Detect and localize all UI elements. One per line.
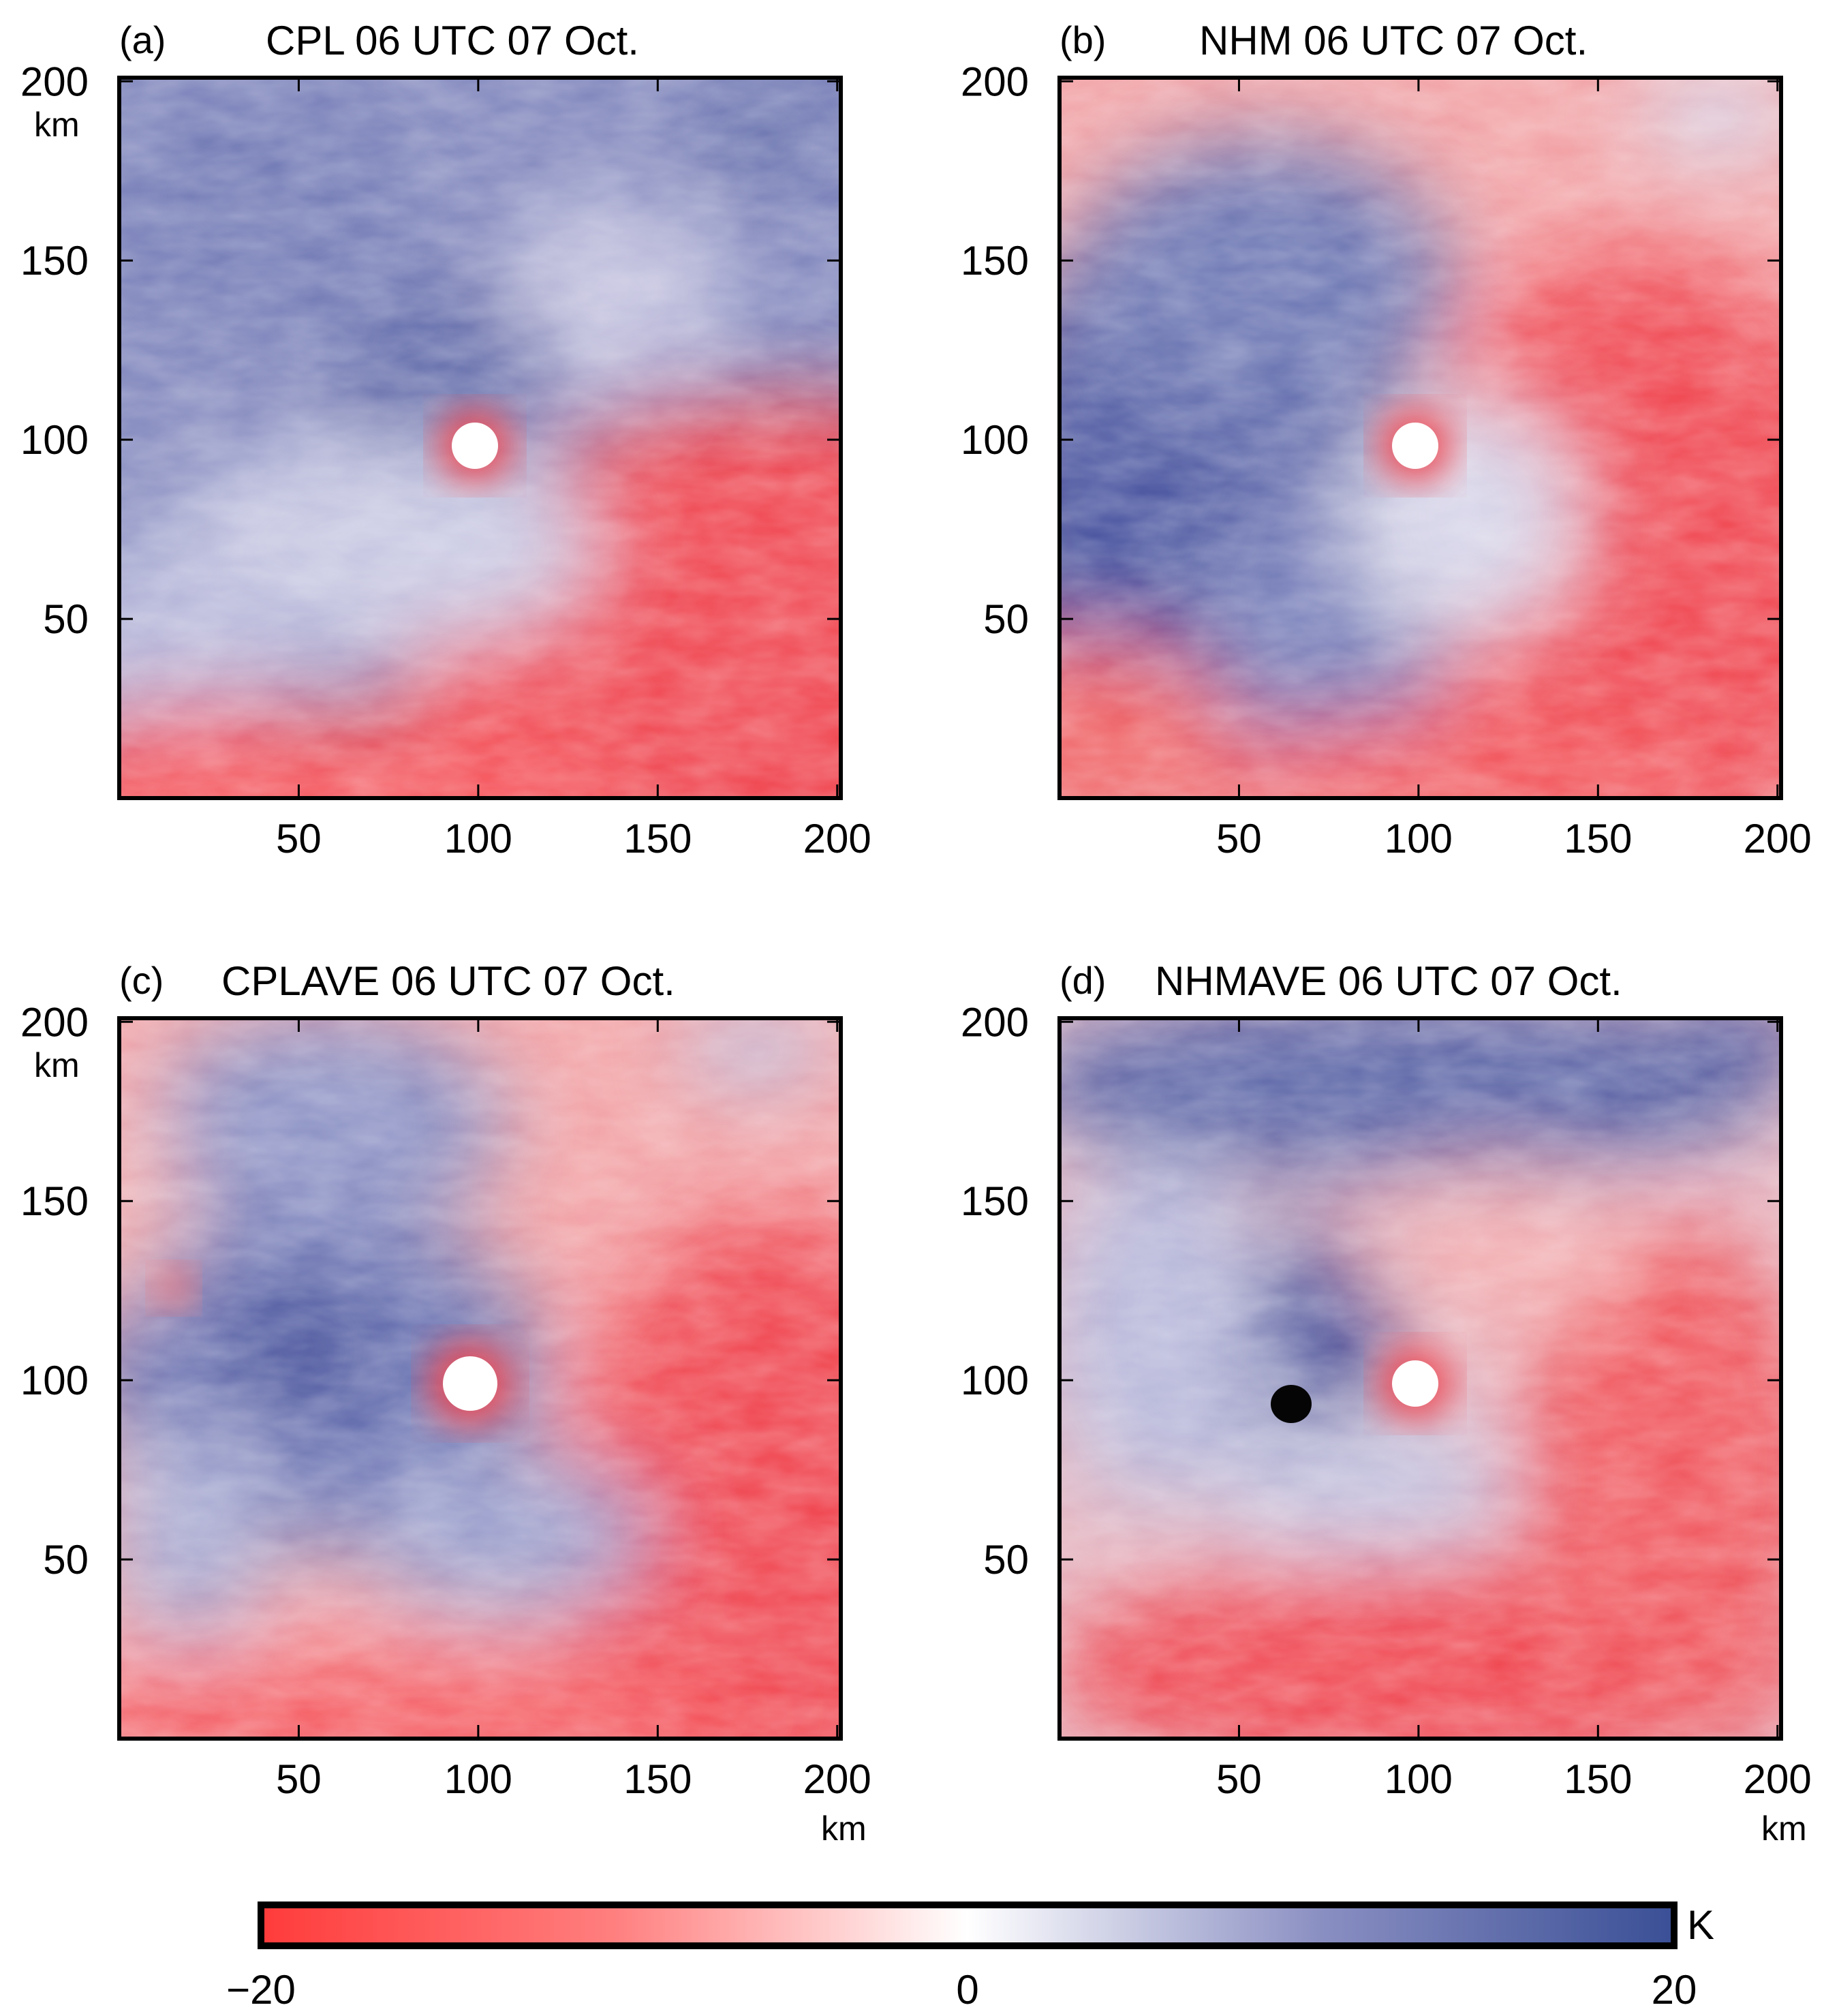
- panel-d-eye: [1378, 1347, 1452, 1420]
- colorbar-max-label: 20: [1652, 1967, 1697, 2013]
- panel-c-eye: [428, 1341, 512, 1426]
- panel-c-xtick-label: 100: [444, 1756, 512, 1802]
- panel-c-tag: (c): [119, 959, 164, 1002]
- panel-b-xtick-label: 150: [1564, 816, 1632, 861]
- panel-c-axes: 50 100 150 200 50 100 150 200: [20, 999, 871, 1802]
- panel-d-xtick-label: 100: [1385, 1756, 1453, 1802]
- panel-d-xtick-label: 150: [1564, 1756, 1632, 1802]
- panel-a-xtick-label: 50: [276, 816, 322, 861]
- colorbar-mid-label: 0: [956, 1967, 978, 2013]
- panel-a: 50 100 150 200 50 100 150 200 (a) CPL 06 UTC 07…: [20, 18, 871, 861]
- panel-d-field: [1060, 1018, 1781, 1739]
- panel-b-tag: (b): [1060, 18, 1106, 61]
- panel-d-tag: (d): [1060, 959, 1106, 1002]
- panel-d: 50 100 150 200 50 100 150 200 (d) NHMAVE 06 UTC…: [961, 958, 1812, 1848]
- panel-c-ytick-label: 50: [43, 1537, 89, 1583]
- panel-c-xlabel: km: [821, 1809, 867, 1848]
- panel-a-xtick-label: 150: [623, 816, 692, 861]
- panel-b-ytick-label: 50: [983, 596, 1029, 642]
- panel-c-frame: [117, 1016, 843, 1741]
- panel-a-ytick-label: 100: [20, 417, 89, 463]
- panel-d-frame: [1057, 1016, 1783, 1741]
- panel-b-title: NHM 06 UTC 07 Oct.: [1199, 18, 1588, 63]
- panel-a-frame: [117, 76, 843, 800]
- panel-c-ytick-label: 200: [20, 999, 89, 1045]
- panel-a-xtick-label: 200: [803, 816, 871, 861]
- panel-b-ytick-label: 100: [961, 417, 1029, 463]
- panel-a-field: [119, 78, 841, 798]
- colorbar-unit: K: [1687, 1902, 1714, 1948]
- panel-b: 50 100 150 200 50 100 150 200 (b) NHM 06 UTC 07…: [961, 18, 1812, 861]
- panel-c-xtick-label: 200: [803, 1756, 871, 1802]
- panel-b-ytick-label: 200: [961, 59, 1029, 104]
- panel-d-ytick-label: 50: [983, 1537, 1029, 1583]
- panel-b-axes: 50 100 150 200 50 100 150 200: [961, 59, 1812, 861]
- panel-a-ytick-label: 50: [43, 596, 89, 642]
- panel-d-xlabel: km: [1761, 1809, 1807, 1848]
- panel-d-ytick-label: 150: [961, 1178, 1029, 1224]
- panel-c-ytick-label: 150: [20, 1178, 89, 1224]
- panel-a-title: CPL 06 UTC 07 Oct.: [266, 18, 639, 63]
- colorbar: K −20 0 20: [226, 1902, 1714, 2013]
- panel-a-ytick-label: 150: [20, 238, 89, 284]
- panel-c-ylabel: km: [34, 1046, 80, 1084]
- panel-d-axes: 50 100 150 200 50 100 150 200: [961, 999, 1812, 1802]
- panel-b-frame: [1057, 76, 1783, 800]
- panel-d-xtick-label: 50: [1216, 1756, 1262, 1802]
- panel-d-xtick-label: 200: [1744, 1756, 1812, 1802]
- panel-d-ytick-label: 100: [961, 1358, 1029, 1403]
- colorbar-min-label: −20: [226, 1967, 296, 2013]
- panel-b-xtick-label: 100: [1385, 816, 1453, 861]
- colorbar-scale: [258, 1902, 1678, 1949]
- panel-a-tag: (a): [119, 18, 166, 61]
- panel-b-ytick-label: 150: [961, 238, 1029, 284]
- panel-d-title: NHMAVE 06 UTC 07 Oct.: [1155, 958, 1622, 1004]
- panel-a-ytick-label: 200: [20, 59, 89, 104]
- panel-a-xtick-label: 100: [444, 816, 512, 861]
- panel-c-xtick-label: 150: [623, 1756, 692, 1802]
- panel-c-field: [119, 1018, 841, 1739]
- panel-a-axes: 50 100 150 200 50 100 150 200: [20, 59, 871, 861]
- panel-c: 50 100 150 200 50 100 150 200 (c) CPLAVE 06 UTC…: [20, 958, 871, 1848]
- panel-a-eye: [438, 409, 512, 483]
- panel-d-ytick-label: 200: [961, 999, 1029, 1045]
- panel-b-field: [1060, 78, 1781, 798]
- panel-b-xtick-label: 50: [1216, 816, 1262, 861]
- panel-a-ylabel: km: [34, 106, 80, 144]
- panel-c-ytick-label: 100: [20, 1358, 89, 1403]
- panel-c-title: CPLAVE 06 UTC 07 Oct.: [221, 958, 675, 1004]
- panel-c-xtick-label: 50: [276, 1756, 322, 1802]
- panel-b-xtick-label: 200: [1744, 816, 1812, 861]
- panel-b-eye: [1378, 409, 1452, 483]
